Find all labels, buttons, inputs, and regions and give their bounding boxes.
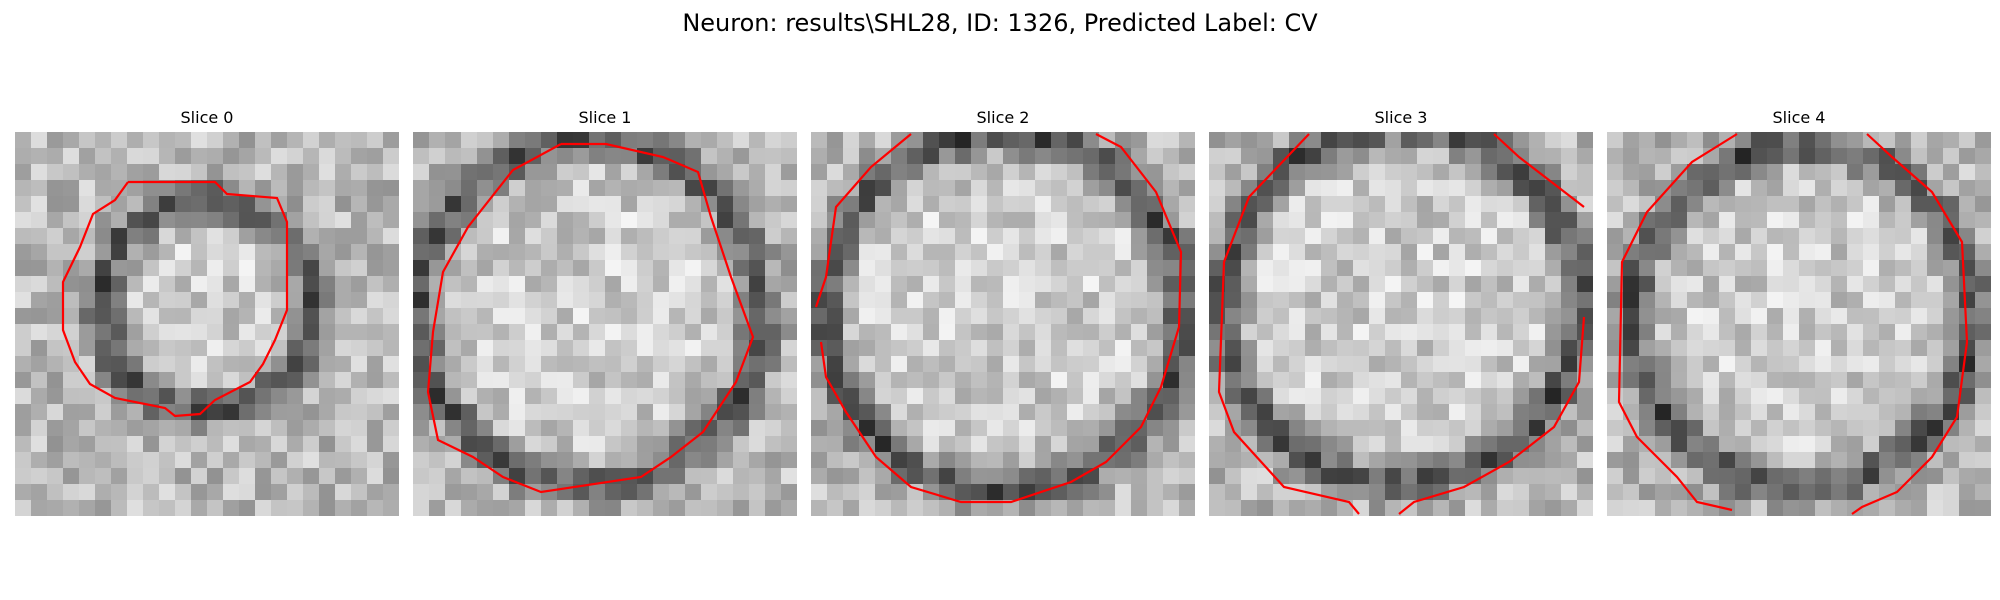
slice-title: Slice 2	[976, 108, 1030, 127]
segmentation-contour	[1617, 133, 1969, 515]
grayscale-micrograph	[15, 132, 399, 516]
slice-title: Slice 4	[1772, 108, 1826, 127]
segmentation-contour	[426, 142, 755, 494]
slice-panel-4: Slice 4	[1607, 108, 1991, 516]
segmentation-contour	[1217, 133, 1586, 515]
slice-title: Slice 1	[578, 108, 632, 127]
slice-panel-0: Slice 0	[15, 108, 399, 516]
figure-title: Neuron: results\SHL28, ID: 1326, Predict…	[682, 9, 1318, 37]
slice-panel-1: Slice 1	[413, 108, 797, 516]
grayscale-micrograph	[413, 132, 797, 516]
segmentation-contour	[61, 180, 289, 418]
slice-panel-3: Slice 3	[1209, 108, 1593, 516]
grayscale-micrograph	[1209, 132, 1593, 516]
segmentation-contour	[814, 133, 1183, 504]
slice-title: Slice 3	[1374, 108, 1428, 127]
grayscale-micrograph	[1607, 132, 1991, 516]
slice-title: Slice 0	[180, 108, 234, 127]
slice-panel-2: Slice 2	[811, 108, 1195, 516]
grayscale-micrograph	[811, 132, 1195, 516]
